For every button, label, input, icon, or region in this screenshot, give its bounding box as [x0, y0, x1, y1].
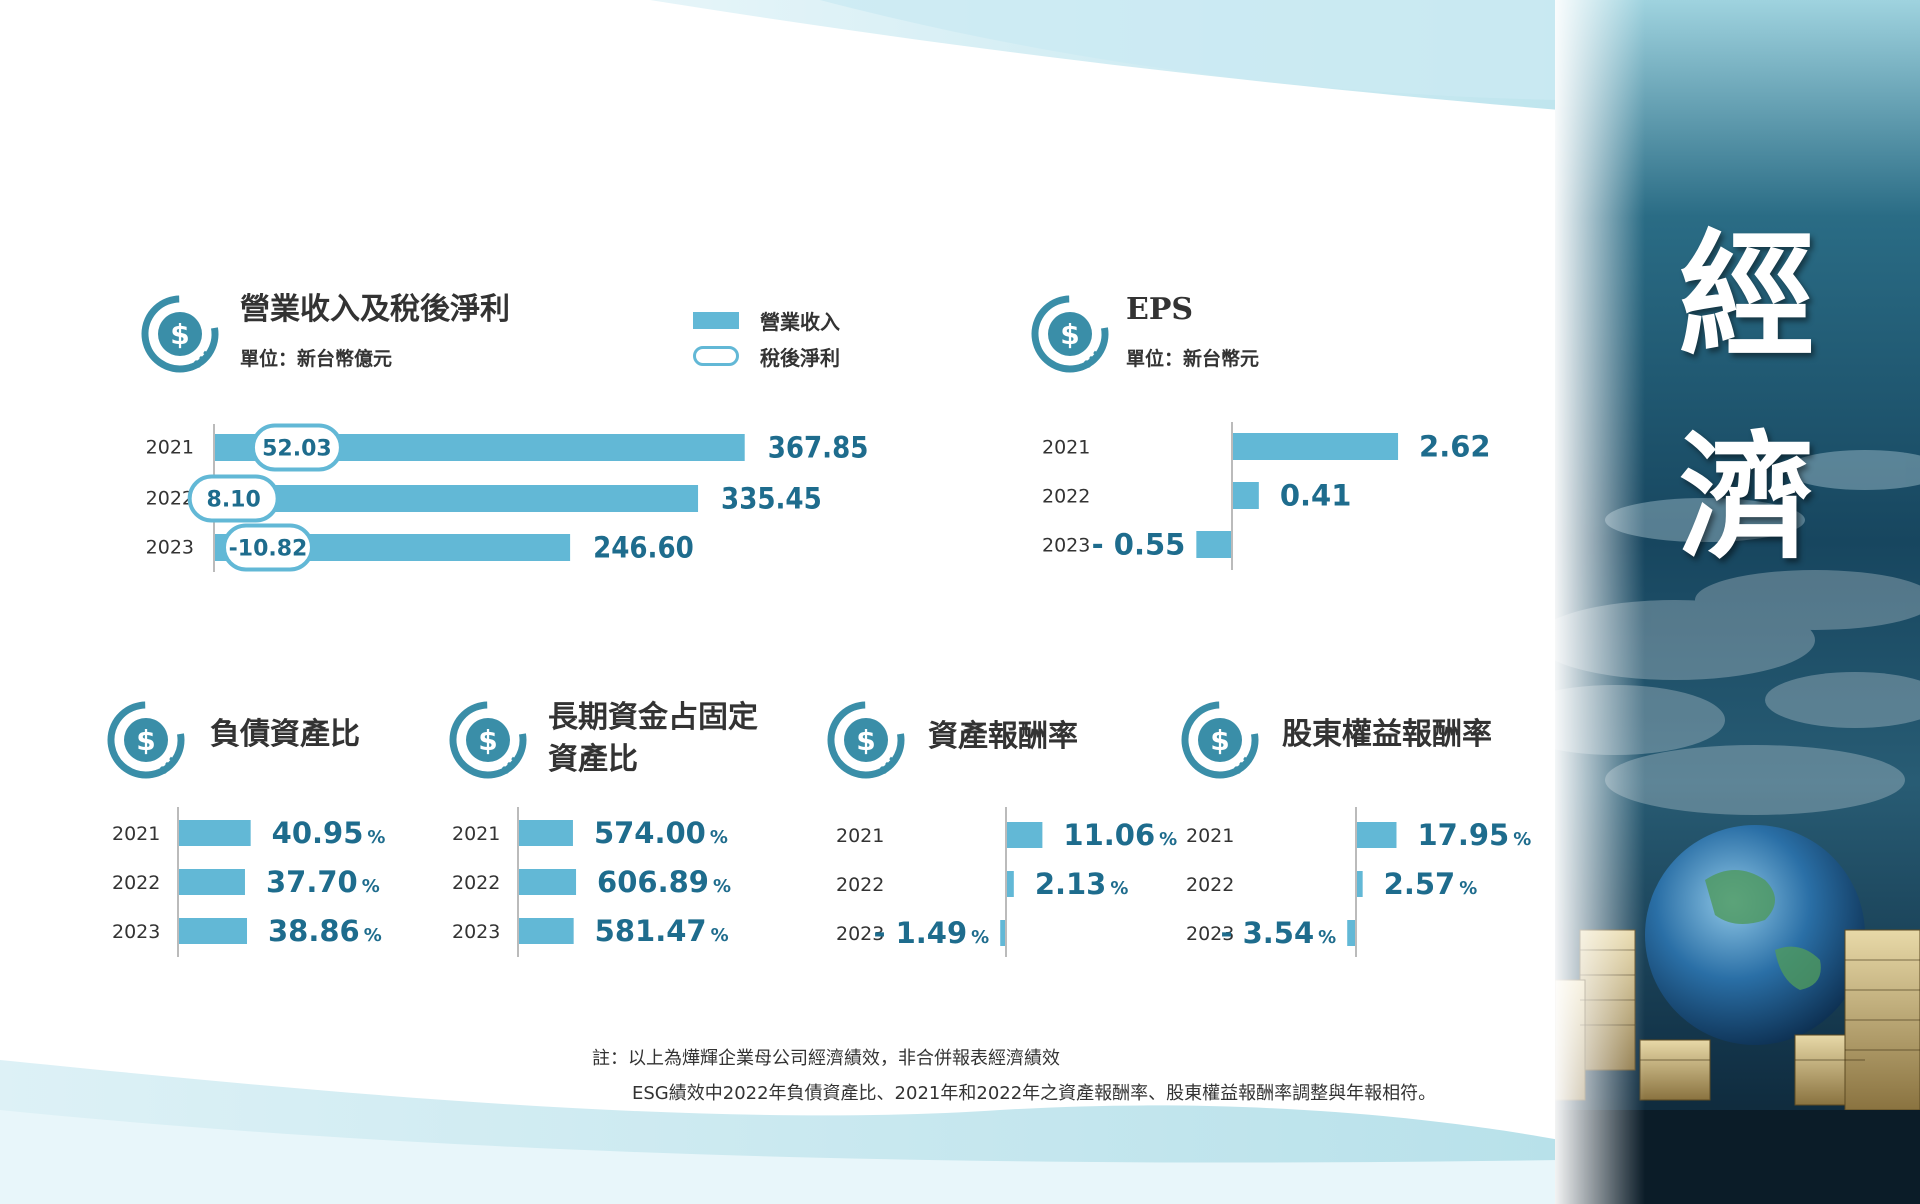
- eps-bar: [1233, 482, 1259, 509]
- debt-year-label: 2021: [112, 823, 160, 845]
- eps-year-label: 2023: [1042, 535, 1090, 557]
- roa-bar: [1007, 871, 1014, 897]
- roe-chart: 2021 17.95 % 2022 2.57 % 2023- 3.54%: [1186, 807, 1531, 957]
- debt-year-label: 2023: [112, 921, 160, 943]
- longterm-year-label: 2022: [452, 872, 500, 894]
- net-income-value-label: 52.03: [262, 437, 332, 462]
- legend-net-income-label: 稅後淨利: [760, 346, 840, 370]
- roa-title: 資產報酬率: [928, 719, 1078, 754]
- roa-value-label: - 1.49%: [873, 916, 989, 950]
- debt-bar: [179, 820, 251, 846]
- roa-year-label: 2022: [836, 874, 884, 896]
- net-income-value-label: -10.82: [229, 537, 308, 562]
- eps-chart: 2021 2.62 2022 0.41 2023- 0.55: [1042, 422, 1491, 570]
- eps-bar: [1233, 433, 1399, 460]
- longterm-year-label: 2023: [452, 921, 500, 943]
- eps-bar: [1196, 531, 1231, 558]
- side-panel: 經 濟: [1555, 0, 1920, 1204]
- roa-year-label: 2023: [836, 923, 884, 945]
- roe-value-label: 17.95%: [1417, 818, 1531, 852]
- roe-bar: [1357, 822, 1397, 848]
- roa-bar: [1000, 920, 1005, 946]
- net-income-pill: [222, 523, 314, 572]
- revenue-year-label: 2023: [146, 537, 194, 559]
- longterm-value-label: 581.47%: [595, 914, 729, 948]
- side-title-char-2: 濟: [1679, 418, 1815, 578]
- roe-year-label: 2023: [1186, 923, 1234, 945]
- debt-value-label: 38.86%: [268, 914, 382, 948]
- side-title-char-1: 經: [1679, 216, 1815, 376]
- longterm-dollar-icon: [448, 700, 528, 780]
- roa-value-label: 11.06%: [1063, 818, 1177, 852]
- revenue-unit: 單位：新台幣億元: [240, 348, 393, 370]
- roe-year-label: 2022: [1186, 874, 1234, 896]
- debt-bar: [179, 869, 245, 895]
- longterm-value-label: 574.00%: [594, 816, 728, 850]
- roa-chart: 2021 11.06 % 2022 2.13 % 2023- 1.49%: [836, 807, 1177, 957]
- roa-value-label: 2.13%: [1035, 867, 1129, 901]
- revenue-value-label: 367.85: [768, 431, 869, 465]
- eps-dollar-icon: [1030, 294, 1110, 374]
- roe-value-label: - 3.54%: [1220, 916, 1336, 950]
- roe-title: 股東權益報酬率: [1282, 717, 1492, 752]
- net-income-pill: [250, 423, 343, 472]
- roa-dollar-icon: [826, 700, 906, 780]
- roe-year-label: 2021: [1186, 825, 1234, 847]
- debt-year-label: 2022: [112, 872, 160, 894]
- footnote-line-2: ESG績效中2022年負債資產比、2021年和2022年之資產報酬率、股東權益報…: [632, 1083, 1437, 1104]
- net-income-value-label: 8.10: [207, 488, 261, 513]
- longterm-chart: 2021 574.00 % 2022 606.89 % 2023 581.47%: [452, 807, 731, 957]
- longterm-title-line1: 長期資金占固定: [548, 700, 758, 735]
- legend-net-income-swatch: [693, 346, 739, 366]
- legend-revenue-label: 營業收入: [760, 310, 840, 334]
- revenue-dollar-icon: [140, 294, 220, 374]
- roe-value-label: 2.57%: [1384, 867, 1478, 901]
- longterm-bar: [519, 820, 573, 846]
- roe-dollar-icon: [1180, 700, 1260, 780]
- debt-title: 負債資產比: [210, 717, 360, 752]
- longterm-value-label: 606.89%: [597, 865, 731, 899]
- roa-year-label: 2021: [836, 825, 884, 847]
- debt-dollar-icon: [106, 700, 186, 780]
- roa-bar: [1007, 822, 1043, 848]
- debt-bar: [179, 918, 248, 944]
- longterm-bar: [519, 918, 574, 944]
- longterm-title-line2: 資產比: [548, 742, 638, 777]
- debt-value-label: 40.95%: [272, 816, 386, 850]
- eps-value-label: 0.41: [1280, 479, 1352, 513]
- revenue-title: 營業收入及稅後淨利: [240, 292, 510, 327]
- eps-unit: 單位：新台幣元: [1126, 348, 1260, 370]
- eps-year-label: 2021: [1042, 437, 1090, 459]
- longterm-year-label: 2021: [452, 823, 500, 845]
- eps-value-label: - 0.55: [1092, 528, 1186, 562]
- eps-year-label: 2022: [1042, 486, 1090, 508]
- revenue-year-label: 2022: [146, 488, 194, 510]
- longterm-bar: [519, 869, 577, 895]
- side-panel-fade: [1555, 0, 1645, 1204]
- revenue-chart: 2021 367.85 52.03 2022 335.45 8.10 2023 246.60 -…: [146, 423, 869, 572]
- footnote-line-1: 註：以上為燁輝企業母公司經濟績效，非合併報表經濟績效: [592, 1048, 1060, 1069]
- eps-title: EPS: [1126, 292, 1194, 327]
- revenue-bar: [215, 485, 699, 512]
- debt-chart: 2021 40.95 % 2022 37.70 % 2023 38.86%: [112, 807, 386, 957]
- revenue-year-label: 2021: [146, 437, 194, 459]
- revenue-value-label: 335.45: [721, 482, 822, 516]
- net-income-pill: [187, 474, 280, 523]
- roe-bar: [1347, 920, 1355, 946]
- debt-value-label: 37.70%: [266, 865, 380, 899]
- eps-value-label: 2.62: [1419, 430, 1491, 464]
- legend-revenue-swatch: [693, 312, 739, 329]
- roe-bar: [1357, 871, 1363, 897]
- revenue-value-label: 246.60: [593, 531, 694, 565]
